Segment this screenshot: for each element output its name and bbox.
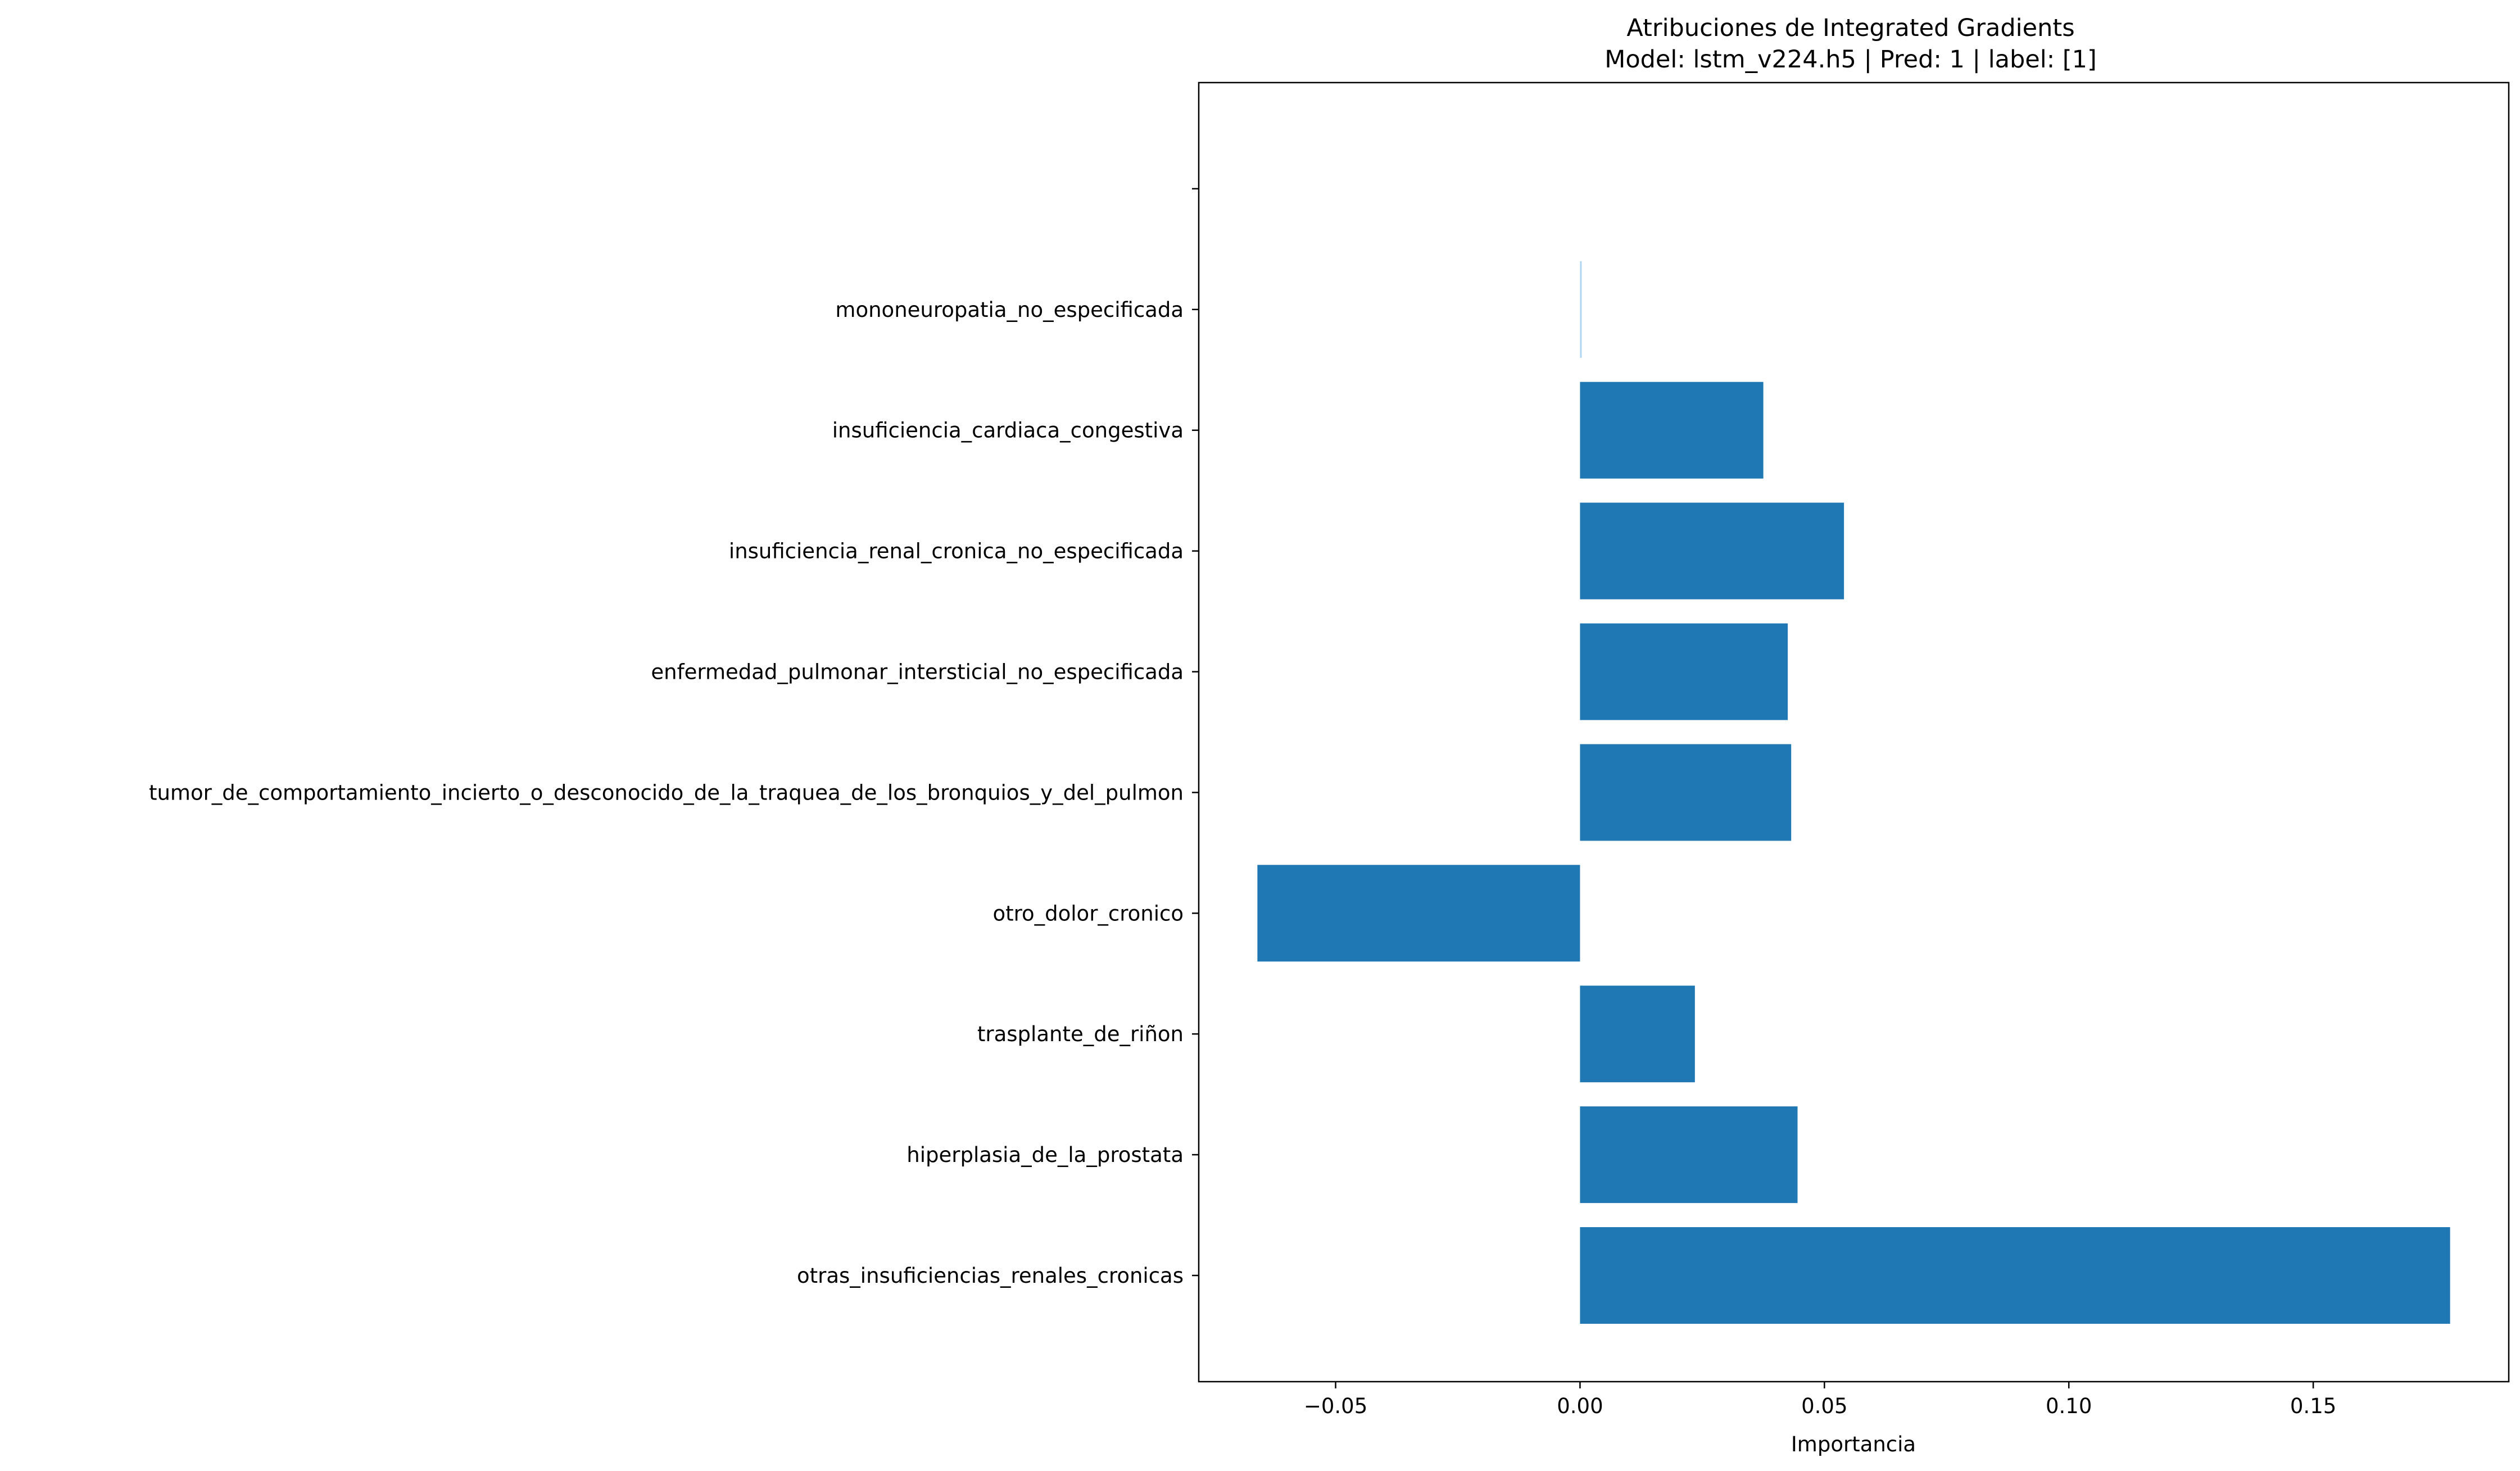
x-tick-label: 0.05	[1801, 1394, 1847, 1418]
y-tick-label: enfermedad_pulmonar_intersticial_no_espe…	[651, 660, 1184, 684]
bar	[1580, 1227, 2450, 1324]
bar	[1580, 623, 1788, 720]
y-tick-label: otro_dolor_cronico	[992, 901, 1184, 925]
bars-layer	[1257, 261, 2450, 1324]
chart-subtitle: Model: lstm_v224.h5 | Pred: 1 | label: […	[1605, 46, 2097, 74]
bar	[1580, 1106, 1798, 1204]
x-tick-label: −0.05	[1304, 1394, 1367, 1418]
y-tick-label: hiperplasia_de_la_prostata	[907, 1143, 1184, 1167]
x-axis: −0.05 0.00 0.05 0.10 0.15	[1304, 1382, 2336, 1418]
bar	[1580, 261, 1582, 358]
x-tick-label: 0.10	[2046, 1394, 2092, 1418]
y-tick-label: mononeuropatia_no_especificada	[835, 298, 1184, 322]
x-tick-label: 0.00	[1557, 1394, 1603, 1418]
y-tick-label: otras_insuficiencias_renales_cronicas	[797, 1264, 1184, 1288]
y-tick-label: insuficiencia_renal_cronica_no_especific…	[729, 539, 1184, 564]
x-axis-label: Importancia	[1791, 1432, 1916, 1456]
bar	[1580, 744, 1792, 841]
bar	[1580, 986, 1695, 1083]
plot-frame	[1198, 81, 2510, 1383]
y-tick-label: tumor_de_comportamiento_incierto_o_desco…	[149, 780, 1184, 805]
bar	[1580, 382, 1764, 479]
y-tick-label: insuficiencia_cardiaca_congestiva	[832, 419, 1184, 443]
y-axis: otras_insuficiencias_renales_cronicas hip…	[149, 188, 1199, 1288]
x-tick-label: 0.15	[2290, 1394, 2336, 1418]
y-tick-label: trasplante_de_riñon	[977, 1022, 1184, 1046]
bar	[1257, 865, 1580, 962]
bar	[1580, 502, 1844, 600]
chart-title: Atribuciones de Integrated Gradients	[1626, 14, 2074, 42]
